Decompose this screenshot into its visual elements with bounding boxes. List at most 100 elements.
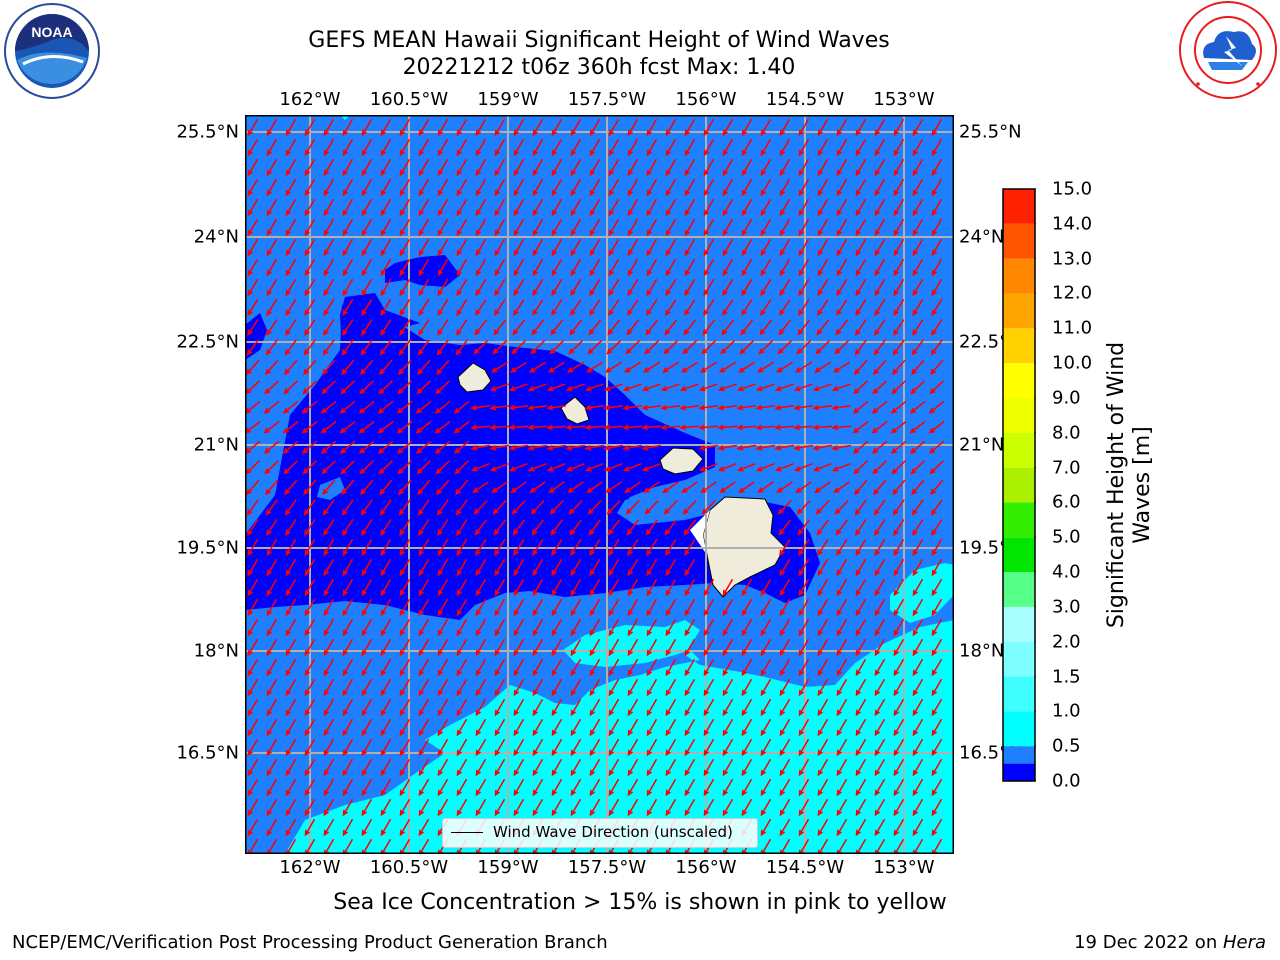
wind-wave-arrow (323, 518, 335, 537)
wind-wave-arrow (342, 518, 354, 537)
wind-wave-arrow (285, 138, 297, 157)
wind-wave-arrow (475, 178, 487, 197)
wind-wave-arrow (608, 138, 620, 157)
wind-wave-arrow (456, 278, 468, 297)
wind-wave-arrow (494, 798, 506, 817)
wind-wave-arrow (399, 178, 411, 197)
wind-wave-arrow (928, 420, 945, 434)
wind-wave-arrow (380, 319, 392, 336)
wind-wave-arrow (798, 258, 810, 277)
island-niihau-kauai (457, 362, 492, 393)
wind-wave-arrow (627, 658, 639, 677)
wind-wave-arrow (513, 698, 525, 717)
wind-wave-arrow (380, 518, 392, 537)
wind-wave-arrow (379, 479, 393, 496)
wind-wave-arrow (589, 718, 601, 737)
colorbar-segment (1003, 676, 1035, 712)
wind-wave-arrow (380, 698, 392, 717)
wind-wave-arrow (551, 618, 563, 637)
wind-wave-arrow (684, 638, 696, 657)
wind-wave-arrow (912, 658, 924, 677)
wind-wave-arrow (817, 198, 829, 217)
wind-wave-arrow (893, 798, 905, 817)
wind-wave-arrow (396, 400, 413, 414)
wind-wave-arrow (532, 299, 544, 316)
wind-wave-arrow (532, 618, 544, 637)
wind-wave-arrow (584, 383, 604, 392)
wind-wave-arrow (836, 218, 848, 237)
wind-wave-arrow (605, 481, 622, 494)
wind-wave-arrow (832, 463, 851, 472)
wind-wave-arrow (570, 238, 582, 257)
wind-wave-arrow (646, 618, 658, 637)
wind-wave-arrow (608, 638, 620, 657)
wind-wave-arrow (833, 481, 850, 494)
wind-wave-arrow (607, 319, 621, 336)
wind-wave-arrow (455, 479, 469, 496)
wind-wave-arrow (589, 238, 601, 257)
colorbar-segment (1003, 397, 1035, 433)
wind-wave-arrow (284, 499, 297, 516)
wind-wave-arrow (909, 400, 926, 414)
wind-wave-arrow (909, 440, 926, 454)
wind-wave-arrow (494, 178, 506, 197)
wind-wave-arrow (456, 298, 468, 317)
wind-wave-arrow (874, 558, 886, 577)
wind-wave-arrow (836, 758, 848, 777)
wind-wave-arrow (684, 238, 696, 257)
wind-wave-arrow (646, 738, 658, 757)
wind-wave-arrow (453, 400, 470, 414)
wind-wave-arrow (741, 118, 753, 137)
wind-wave-arrow (660, 383, 680, 392)
wind-wave-arrow (665, 238, 677, 257)
wind-wave-arrow (855, 118, 867, 137)
colorbar-tick-label: 8.0 (1052, 422, 1081, 444)
wind-wave-arrow (665, 778, 677, 797)
wind-wave-arrow (835, 319, 849, 336)
wind-wave-arrow (931, 558, 943, 577)
wind-wave-arrow (358, 420, 375, 434)
wind-wave-arrow (929, 359, 944, 376)
wind-wave-arrow (589, 778, 601, 797)
wind-wave-arrow (756, 361, 775, 373)
wind-wave-arrow (608, 738, 620, 757)
wind-wave-arrow (646, 718, 658, 737)
wind-wave-arrow (456, 798, 468, 817)
wind-wave-arrow (551, 138, 563, 157)
wind-wave-arrow (285, 258, 297, 277)
wind-wave-arrow (266, 178, 278, 197)
wind-wave-arrow (320, 440, 337, 454)
wind-wave-arrow (323, 138, 335, 157)
wind-wave-arrow (817, 758, 829, 777)
wind-wave-arrow (893, 118, 905, 137)
wind-wave-arrow (418, 178, 430, 197)
wind-wave-arrow (911, 499, 924, 516)
wind-wave-arrow (608, 178, 620, 197)
wind-wave-arrow (779, 758, 791, 777)
wind-wave-arrow (342, 198, 354, 217)
wind-wave-arrow (437, 638, 449, 657)
wind-wave-arrow (342, 738, 354, 757)
wind-wave-arrow (437, 138, 449, 157)
wind-wave-arrow (264, 460, 279, 475)
wind-wave-arrow (720, 340, 736, 355)
wind-wave-arrow (342, 178, 354, 197)
wind-wave-arrow (323, 118, 335, 137)
wind-wave-arrow (817, 138, 829, 157)
noaa-logo-text: NOAA (31, 24, 72, 40)
wind-wave-arrow (589, 218, 601, 237)
wind-wave-arrow (703, 598, 715, 617)
colorbar-tick-label: 11.0 (1052, 317, 1093, 339)
wind-wave-arrow (456, 319, 468, 336)
wind-wave-arrow (703, 178, 715, 197)
wind-wave-arrow (342, 118, 354, 137)
wind-wave-arrow (779, 238, 791, 257)
lon-tick-label-bottom: 156°W (675, 857, 737, 878)
wind-wave-arrow (760, 598, 772, 617)
wind-wave-arrow (836, 818, 848, 837)
wind-wave-arrow (855, 598, 867, 617)
wind-wave-arrow (323, 578, 335, 597)
wind-wave-arrow (589, 138, 601, 157)
wind-wave-arrow (247, 138, 259, 157)
wind-wave-arrow (304, 138, 316, 157)
